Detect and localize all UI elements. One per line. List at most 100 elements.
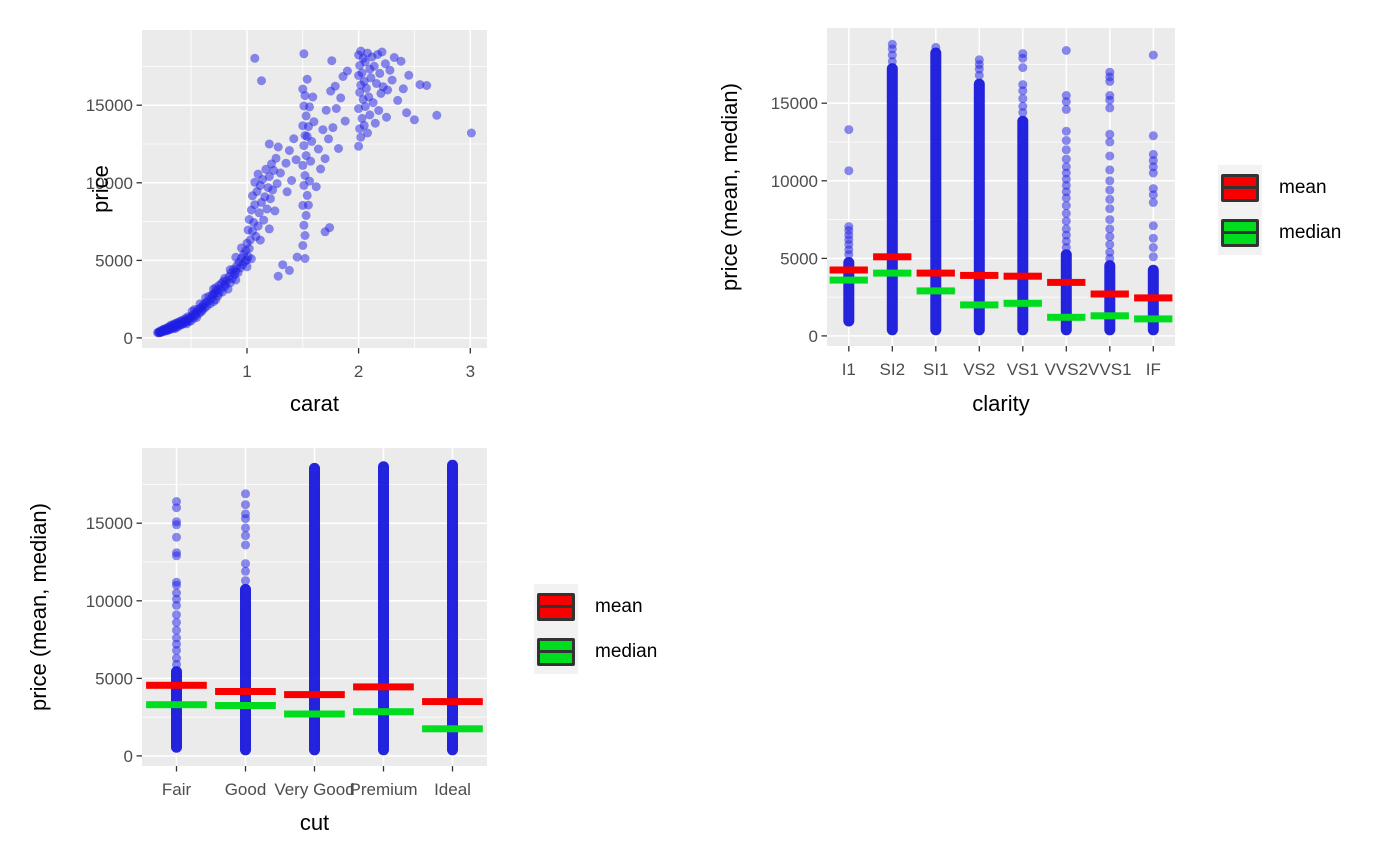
point xyxy=(1018,108,1028,117)
point xyxy=(242,262,252,272)
median-bar-VS2 xyxy=(960,301,999,309)
point xyxy=(172,639,181,649)
point xyxy=(273,271,283,281)
point xyxy=(172,659,181,669)
column-SI2 xyxy=(886,63,898,336)
point xyxy=(357,113,367,123)
mean-bar-VVS2 xyxy=(1047,278,1086,286)
point xyxy=(305,102,314,112)
axes: 0 5000 10000 15000 1 2 3 xyxy=(86,96,475,381)
point xyxy=(272,179,282,189)
point xyxy=(931,42,941,52)
point xyxy=(172,618,181,627)
y-tick-label: 0 xyxy=(124,329,133,348)
point xyxy=(264,224,274,234)
point xyxy=(318,125,328,135)
point xyxy=(258,175,268,184)
point xyxy=(281,158,291,168)
x-axis-title: clarity xyxy=(972,391,1029,416)
x-tick-label: VS1 xyxy=(1007,360,1039,379)
point xyxy=(1061,168,1071,178)
point xyxy=(298,160,308,170)
mean-bar-Fair xyxy=(146,681,207,689)
point xyxy=(375,68,385,78)
point xyxy=(301,210,311,220)
point xyxy=(292,252,302,262)
x-tick-label: VVS2 xyxy=(1045,360,1088,379)
point xyxy=(316,164,326,174)
point xyxy=(1105,137,1115,147)
legend-key-cell xyxy=(534,629,578,674)
crossbar-mean-key-icon xyxy=(537,592,575,621)
point xyxy=(250,53,260,63)
strip-columns xyxy=(843,39,1159,336)
crossbar-median-key-icon xyxy=(1221,218,1259,247)
point xyxy=(255,235,265,245)
point xyxy=(1148,168,1158,178)
panel-background xyxy=(827,28,1175,346)
point xyxy=(1148,50,1158,60)
point xyxy=(284,146,294,155)
point xyxy=(1061,201,1071,211)
point xyxy=(368,98,378,108)
x-tick-label: 3 xyxy=(466,362,475,381)
point xyxy=(172,653,181,663)
median-bar-Ideal xyxy=(422,725,483,733)
axes: 0 5000 10000 15000 I1 SI2 SI1 VS2 VS1 VVS2 VVS1 IF xyxy=(771,94,1161,379)
point xyxy=(241,559,250,569)
point xyxy=(300,254,310,263)
point xyxy=(360,102,370,111)
y-tick-label: 0 xyxy=(809,327,818,346)
y-tick-label: 10000 xyxy=(86,174,133,193)
point xyxy=(172,548,181,558)
mean-bar-SI1 xyxy=(916,269,955,277)
point xyxy=(300,231,310,240)
point xyxy=(241,576,250,586)
point xyxy=(325,223,335,233)
point xyxy=(257,76,266,86)
point xyxy=(1148,156,1158,166)
legend-entry-median: median xyxy=(534,629,657,674)
point xyxy=(1105,176,1115,186)
x-tick-label: SI1 xyxy=(923,360,949,379)
point xyxy=(1061,208,1071,218)
point xyxy=(1061,162,1071,172)
point xyxy=(1061,180,1071,190)
point xyxy=(366,73,376,83)
point xyxy=(974,55,984,65)
legend-key-cell xyxy=(1218,210,1262,255)
point xyxy=(404,70,414,80)
point xyxy=(402,108,412,118)
point xyxy=(172,532,181,542)
point xyxy=(311,182,321,192)
point xyxy=(327,56,337,66)
point xyxy=(354,141,364,151)
point xyxy=(340,116,350,126)
point xyxy=(1061,104,1071,114)
mean-bar-Premium xyxy=(353,683,414,691)
point xyxy=(1148,190,1158,200)
column-I1 xyxy=(843,257,855,327)
mean-bar-VVS1 xyxy=(1090,290,1129,298)
point xyxy=(254,208,264,218)
point xyxy=(299,220,309,230)
point xyxy=(387,75,397,85)
column-Fair xyxy=(171,666,182,753)
x-axis-title: carat xyxy=(290,391,339,416)
point xyxy=(302,190,312,200)
point xyxy=(289,134,299,144)
mean-bar-Good xyxy=(215,688,276,695)
point xyxy=(172,625,181,635)
point xyxy=(241,540,250,550)
point xyxy=(1105,232,1115,242)
mean-bar-SI2 xyxy=(873,253,912,261)
x-tick-label: VS2 xyxy=(963,360,995,379)
point xyxy=(306,156,316,166)
point xyxy=(336,93,346,103)
point xyxy=(307,136,317,146)
y-tick-label: 5000 xyxy=(95,669,133,688)
point xyxy=(278,260,288,270)
chart-carat-price-scatter: 0 5000 10000 15000 1 2 3 carat price xyxy=(86,30,487,416)
point xyxy=(172,503,181,513)
